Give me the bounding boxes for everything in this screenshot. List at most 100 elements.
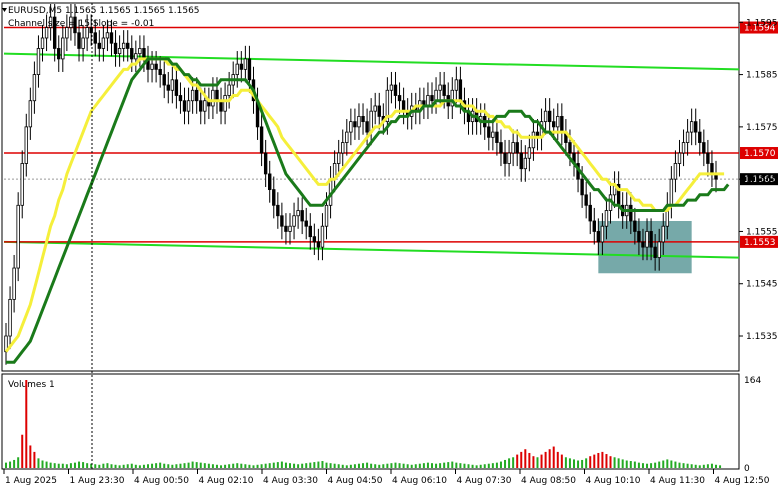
price-tick-label: 1.1565 xyxy=(746,175,778,185)
price-tick-label: 1.1575 xyxy=(746,123,778,133)
candle-body xyxy=(292,215,296,227)
candle-body xyxy=(397,95,402,102)
candle-body xyxy=(458,79,463,102)
candle-body xyxy=(511,142,515,154)
candle-body xyxy=(702,142,706,154)
time-tick-label: 4 Aug 04:50 xyxy=(328,476,383,486)
time-tick-label: 4 Aug 12:50 xyxy=(715,476,770,486)
candle-body xyxy=(272,189,276,206)
time-tick-label: 4 Aug 11:30 xyxy=(650,476,705,486)
time-tick-label: 4 Aug 07:30 xyxy=(457,476,512,486)
candle-body xyxy=(649,231,653,248)
candle-body xyxy=(117,48,122,55)
candle-body xyxy=(487,126,491,138)
candle-body xyxy=(199,100,203,112)
candle-body xyxy=(592,220,596,232)
candle-body xyxy=(588,204,592,222)
current-price-label: 1.1565 xyxy=(744,175,776,185)
candle-body xyxy=(93,32,97,44)
candle-body xyxy=(430,95,434,102)
candle-body xyxy=(190,89,195,102)
candle-body xyxy=(349,121,353,133)
candle-body xyxy=(507,152,511,164)
candle-body xyxy=(543,110,548,123)
time-tick-label: 1 Aug 23:30 xyxy=(70,476,125,486)
candle-body xyxy=(40,37,45,49)
candle-body xyxy=(61,37,65,60)
candle-body xyxy=(596,231,601,243)
candle-body xyxy=(653,246,657,258)
candle-body xyxy=(401,100,406,112)
candle-body xyxy=(300,210,304,222)
collapse-triangle-icon[interactable] xyxy=(2,8,7,12)
candle-body xyxy=(211,89,215,107)
candle-body xyxy=(52,16,57,49)
candle-body xyxy=(259,126,264,154)
candle-body xyxy=(373,105,377,112)
candle-body xyxy=(637,231,641,243)
time-tick-label: 4 Aug 00:50 xyxy=(134,476,189,486)
candle-body xyxy=(182,100,187,112)
ma-slow-line xyxy=(6,57,730,364)
candle-body xyxy=(243,58,248,70)
header-line-1: EURUSD,M5 1.1565 1.1565 1.1565 1.1565 xyxy=(8,6,200,16)
candle-body xyxy=(454,79,459,91)
candle-body xyxy=(178,95,183,102)
candle-body xyxy=(150,63,154,70)
candle-body xyxy=(194,89,199,102)
candle-body xyxy=(345,131,349,143)
volume-tick-label: 0 xyxy=(744,464,750,474)
candle-body xyxy=(101,37,106,49)
candle-body xyxy=(377,105,381,117)
candle-body xyxy=(8,299,12,337)
candle-body xyxy=(523,157,528,170)
candle-body xyxy=(121,42,126,49)
candle-body xyxy=(308,225,312,238)
candle-body xyxy=(57,48,61,60)
candle-body xyxy=(442,84,446,96)
candle-body xyxy=(77,32,81,49)
candle-body xyxy=(661,225,665,243)
candle-body xyxy=(280,215,284,227)
candle-body xyxy=(215,89,219,102)
candle-body xyxy=(44,27,49,39)
candle-body xyxy=(681,142,686,154)
time-tick-label: 4 Aug 08:50 xyxy=(521,476,576,486)
candle-body xyxy=(166,84,170,91)
candle-body xyxy=(633,220,637,232)
candle-body xyxy=(320,225,325,248)
volume-panel: Volumes 1 0 164 xyxy=(1,373,761,474)
candle-body xyxy=(97,42,102,49)
candle-body xyxy=(361,116,365,123)
candle-body xyxy=(426,95,430,107)
volume-tick-label: 164 xyxy=(744,376,761,386)
candle-body xyxy=(154,63,158,70)
candle-body xyxy=(556,116,560,128)
candle-body xyxy=(186,100,191,112)
candle-body xyxy=(491,131,495,138)
candle-body xyxy=(36,48,41,75)
main-panel-frame xyxy=(1,2,740,372)
candle-body xyxy=(673,163,678,180)
candle-body xyxy=(503,152,507,164)
candle-body xyxy=(48,16,53,28)
price-level-tag xyxy=(740,21,778,34)
volume-panel-frame xyxy=(1,373,740,470)
candle-body xyxy=(341,142,345,154)
candle-body xyxy=(584,194,588,206)
price-level-label: 1.1594 xyxy=(744,24,776,34)
price-tick-label: 1.1535 xyxy=(746,332,778,342)
candle-body xyxy=(28,100,33,128)
candle-body xyxy=(694,121,698,133)
candle-body xyxy=(32,74,37,102)
candle-body xyxy=(629,204,633,222)
candle-body xyxy=(203,100,207,112)
candle-body xyxy=(73,16,77,34)
candle-body xyxy=(434,89,438,102)
candle-body xyxy=(69,16,73,28)
candle-body xyxy=(247,58,252,81)
candle-body xyxy=(235,63,239,75)
price-level-tag xyxy=(740,147,778,160)
candle-body xyxy=(16,204,20,269)
candle-body xyxy=(85,27,89,39)
